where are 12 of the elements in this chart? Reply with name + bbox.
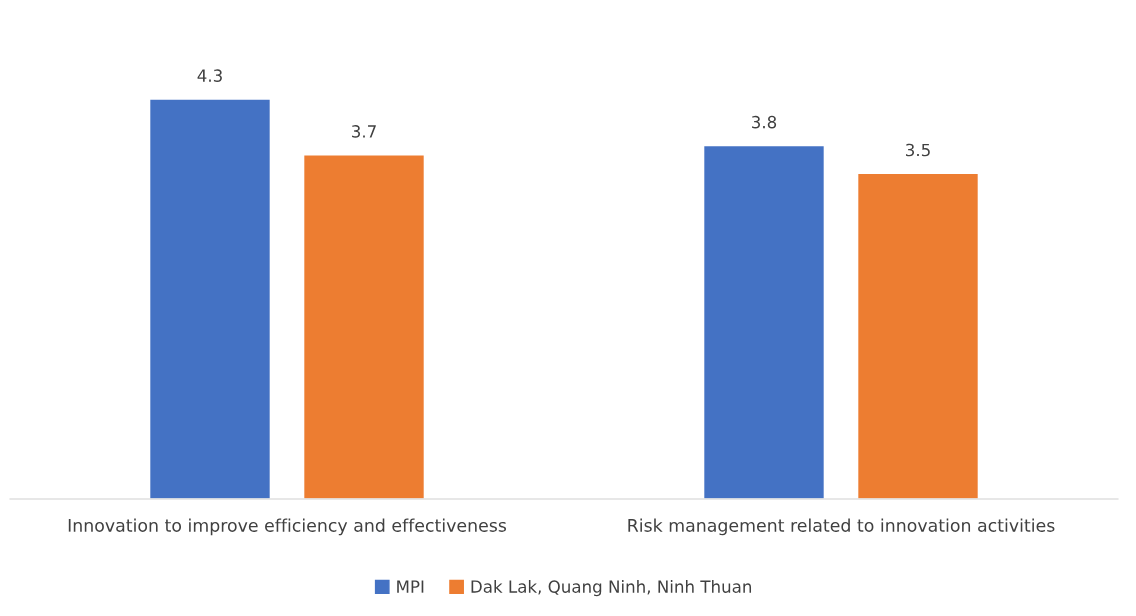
bar: [148, 98, 272, 499]
legend-label: Dak Lak, Quang Ninh, Ninh Thuan: [471, 580, 752, 597]
data-label: 4.3: [197, 69, 222, 82]
data-label: 3.7: [352, 125, 376, 138]
legend-label: MPI: [397, 580, 424, 593]
bar: [302, 154, 426, 499]
bar: [856, 172, 980, 499]
x-tick-label: Risk management related to innovation activities: [628, 518, 1055, 536]
bar: [702, 144, 826, 499]
data-label: 3.8: [752, 115, 777, 129]
data-label: 3.5: [906, 143, 930, 157]
x-tick-label: Innovation to improve efficiency and effectiveness: [68, 518, 507, 536]
